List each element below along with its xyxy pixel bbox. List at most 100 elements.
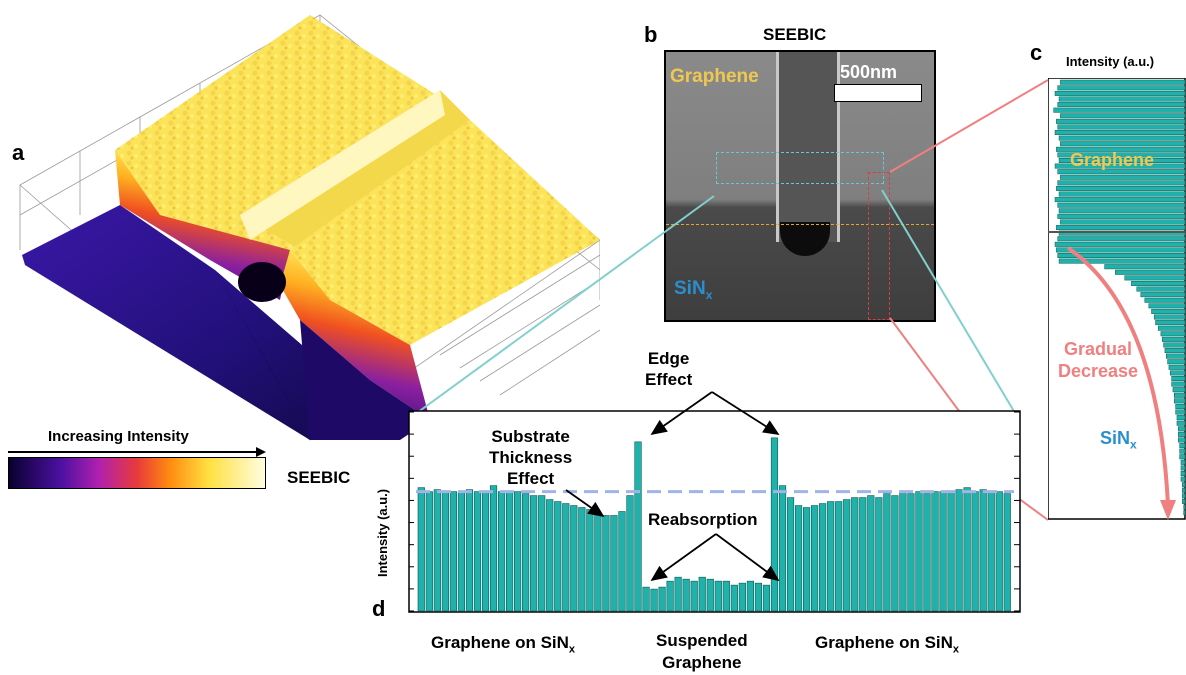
bar-c-39 <box>1144 297 1186 303</box>
bar-d-72 <box>995 491 1003 612</box>
colorbar <box>8 457 266 489</box>
bar-c-1 <box>1057 85 1186 91</box>
graphene-label-b: Graphene <box>670 66 759 87</box>
bar-d-32 <box>674 576 682 612</box>
bar-c-70 <box>1180 471 1186 476</box>
bar-c-46 <box>1161 336 1186 342</box>
bar-c-4 <box>1057 102 1186 108</box>
bar-d-0 <box>417 487 425 612</box>
panel-c-label: c <box>1030 40 1043 65</box>
bar-c-23 <box>1058 208 1186 214</box>
bar-c-15 <box>1054 163 1186 169</box>
scale-bar <box>834 84 922 102</box>
panel-c-axis-title: Intensity (a.u.) <box>1066 54 1155 69</box>
panel-d-chart <box>408 410 1021 613</box>
bar-c-21 <box>1054 197 1186 203</box>
gradual-arrow <box>1066 246 1176 520</box>
bar-d-61 <box>907 493 915 612</box>
bar-d-50 <box>819 503 827 612</box>
bar-d-46 <box>786 497 795 612</box>
bar-c-43 <box>1155 320 1186 326</box>
bar-d-17 <box>554 501 562 612</box>
bar-c-6 <box>1060 113 1186 119</box>
bar-d-49 <box>811 505 819 612</box>
bar-c-73 <box>1182 487 1186 493</box>
bar-c-64 <box>1178 437 1186 443</box>
bar-c-33 <box>1104 264 1186 270</box>
bar-c-16 <box>1057 169 1186 175</box>
bar-c-45 <box>1160 331 1186 337</box>
bar-d-53 <box>843 499 851 612</box>
bar-c-60 <box>1176 415 1186 421</box>
bar-c-2 <box>1054 90 1186 96</box>
bar-d-57 <box>875 497 883 612</box>
bar-c-28 <box>1057 236 1186 242</box>
gradual-decrease-label: Gradual Decrease <box>1058 339 1139 381</box>
bar-c-27 <box>1058 230 1186 236</box>
panel-b-title: SEEBIC <box>763 25 827 44</box>
bar-d-43 <box>762 584 771 612</box>
bar-c-5 <box>1053 107 1186 113</box>
reabsorption-label: Reabsorption <box>648 510 758 529</box>
bar-c-63 <box>1178 431 1186 437</box>
bar-d-39 <box>730 584 738 612</box>
bar-d-64 <box>931 491 939 612</box>
bar-c-17 <box>1060 174 1186 180</box>
bar-c-29 <box>1054 241 1186 247</box>
bar-c-0 <box>1060 79 1186 85</box>
bar-d-9 <box>489 485 498 612</box>
bar-d-41 <box>746 580 754 612</box>
region-box-cyan <box>716 152 884 184</box>
bar-d-23 <box>602 515 610 612</box>
hole-feature <box>238 262 286 302</box>
bar-d-7 <box>473 491 482 612</box>
bar-c-8 <box>1057 124 1186 130</box>
bar-d-68 <box>963 487 971 612</box>
bar-c-58 <box>1175 403 1186 409</box>
bar-c-35 <box>1124 275 1186 281</box>
bar-c-30 <box>1056 247 1186 253</box>
bar-d-63 <box>923 493 931 612</box>
bar-d-29 <box>650 588 658 612</box>
bar-c-41 <box>1151 308 1186 314</box>
bar-d-30 <box>658 586 666 612</box>
colorbar-arrow <box>8 447 266 457</box>
bar-d-52 <box>835 501 843 612</box>
bar-c-12 <box>1056 146 1186 152</box>
bar-d-45 <box>778 485 787 612</box>
bar-c-59 <box>1175 409 1186 415</box>
bar-d-14 <box>530 495 538 612</box>
substrate-thickness-label: Substrate Thickness Effect <box>489 427 573 488</box>
interface-line <box>666 224 934 225</box>
bar-d-67 <box>955 489 963 612</box>
bar-d-19 <box>570 505 578 612</box>
bar-c-44 <box>1157 325 1186 331</box>
bar-d-24 <box>610 515 618 612</box>
bar-d-40 <box>738 582 746 612</box>
sinx-label-c: SiNx <box>1100 428 1137 452</box>
sem-image: 500nm Graphene SiNx <box>664 50 936 322</box>
bar-c-75 <box>1182 498 1186 504</box>
bar-c-76 <box>1183 504 1186 510</box>
scale-bar-label: 500nm <box>840 62 898 82</box>
bar-c-20 <box>1058 191 1186 197</box>
bar-d-27 <box>634 441 642 612</box>
substrate-surface <box>22 205 360 440</box>
bar-d-44 <box>770 437 779 612</box>
bar-c-48 <box>1164 348 1186 354</box>
bar-c-55 <box>1172 387 1186 393</box>
graphene-label-c: Graphene <box>1070 150 1155 170</box>
bar-d-35 <box>698 576 706 612</box>
xlabel-left: Graphene on SiNx <box>431 633 576 656</box>
bar-d-38 <box>722 580 730 612</box>
panel-a-caption: SEEBIC <box>287 468 351 487</box>
bar-c-18 <box>1057 180 1186 186</box>
bar-c-54 <box>1171 381 1186 387</box>
panel-b-label: b <box>644 22 658 47</box>
bar-d-16 <box>546 499 554 612</box>
xlabel-right: Graphene on SiNx <box>815 633 960 656</box>
colorbar-title: Increasing Intensity <box>48 428 189 445</box>
bar-c-24 <box>1057 213 1186 219</box>
bar-d-12 <box>514 491 522 612</box>
